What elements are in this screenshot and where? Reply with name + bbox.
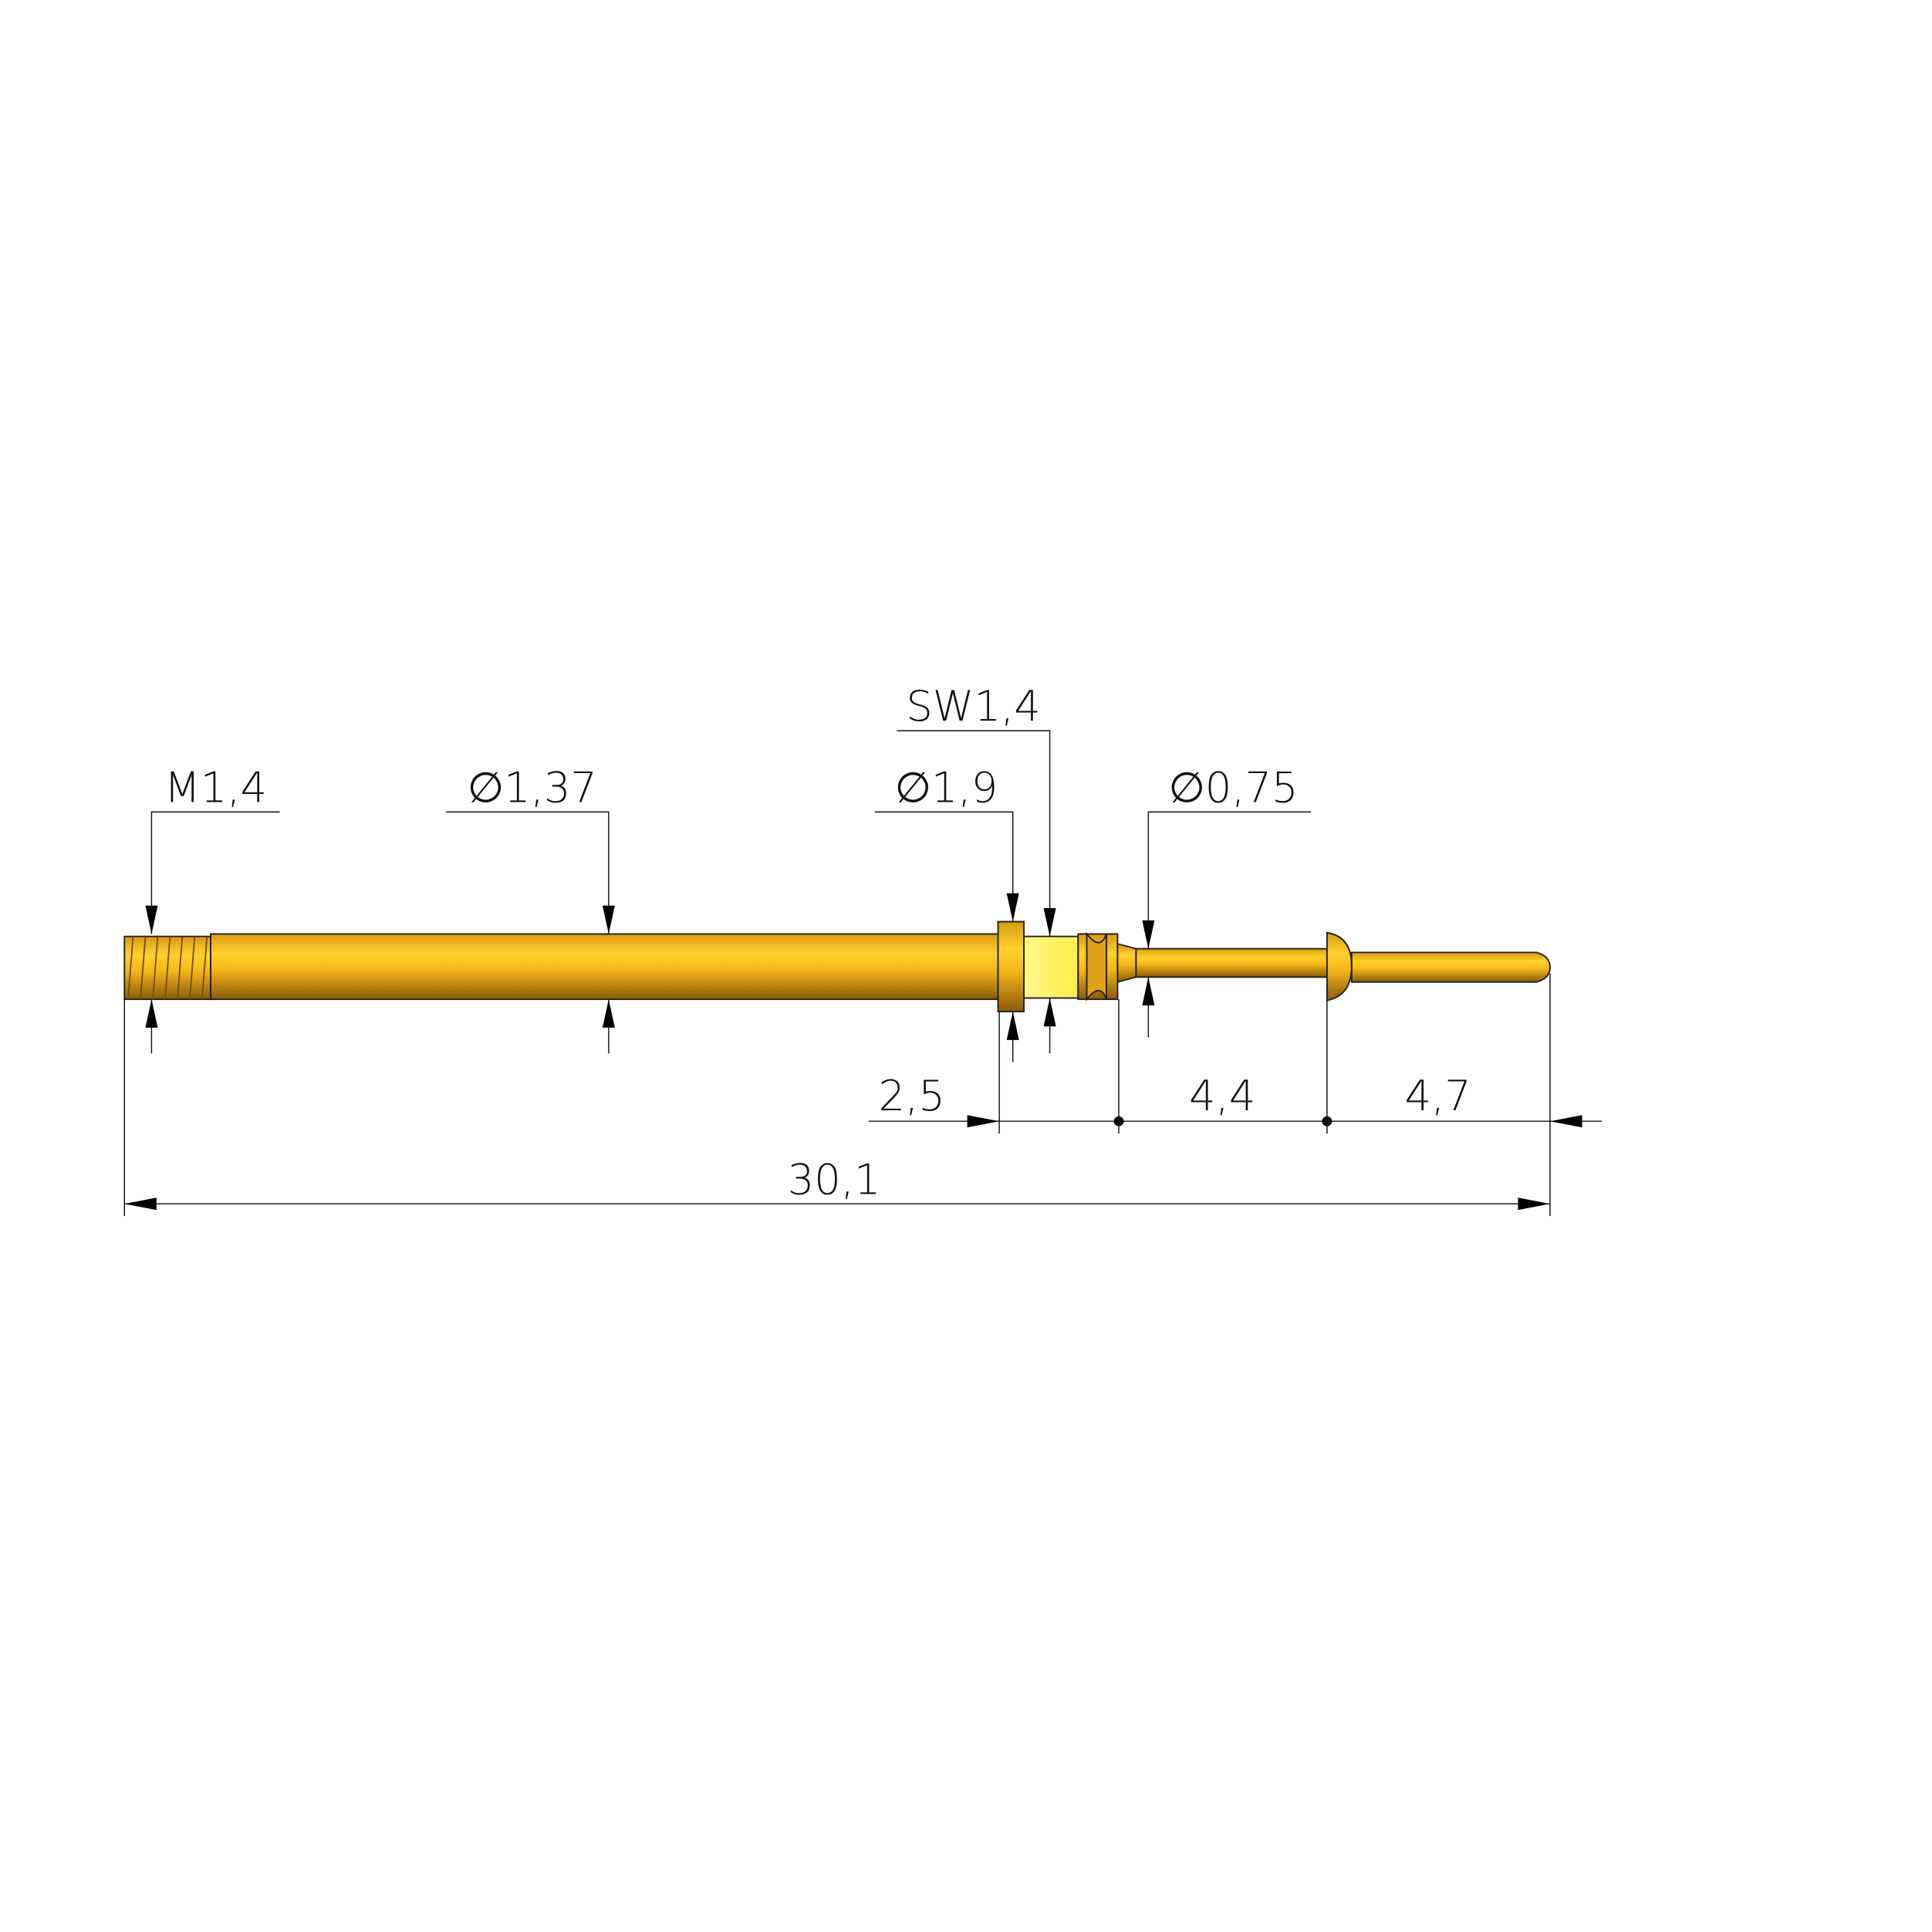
- shaft-diameter-label: ∅1,37: [468, 764, 597, 812]
- plunger-head: [1326, 931, 1353, 1001]
- dimension-lines: [123, 730, 1603, 1217]
- groove: [1086, 931, 1108, 1001]
- collar-to-neck-label: 2,5: [879, 1072, 945, 1120]
- neck: [1116, 943, 1137, 984]
- head-to-tip-label: 4,7: [1404, 1072, 1471, 1120]
- plunger-tip: [1350, 951, 1551, 983]
- collar: [997, 920, 1025, 1013]
- shaft: [210, 933, 1001, 1001]
- overall-length-label: 30,1: [788, 1155, 881, 1204]
- plunger-diameter-label: ∅0,75: [1168, 764, 1298, 812]
- thread-crests: [127, 936, 208, 1000]
- hex-flat: [1023, 935, 1079, 999]
- wrench-size-label: SW1,4: [906, 682, 1040, 731]
- thread-label: M1,4: [164, 764, 267, 812]
- plunger: [1135, 947, 1329, 978]
- neck-to-head-label: 4,4: [1189, 1072, 1255, 1120]
- test-probe-part: [123, 920, 1551, 1013]
- collar-diameter-label: ∅1,9: [895, 764, 998, 812]
